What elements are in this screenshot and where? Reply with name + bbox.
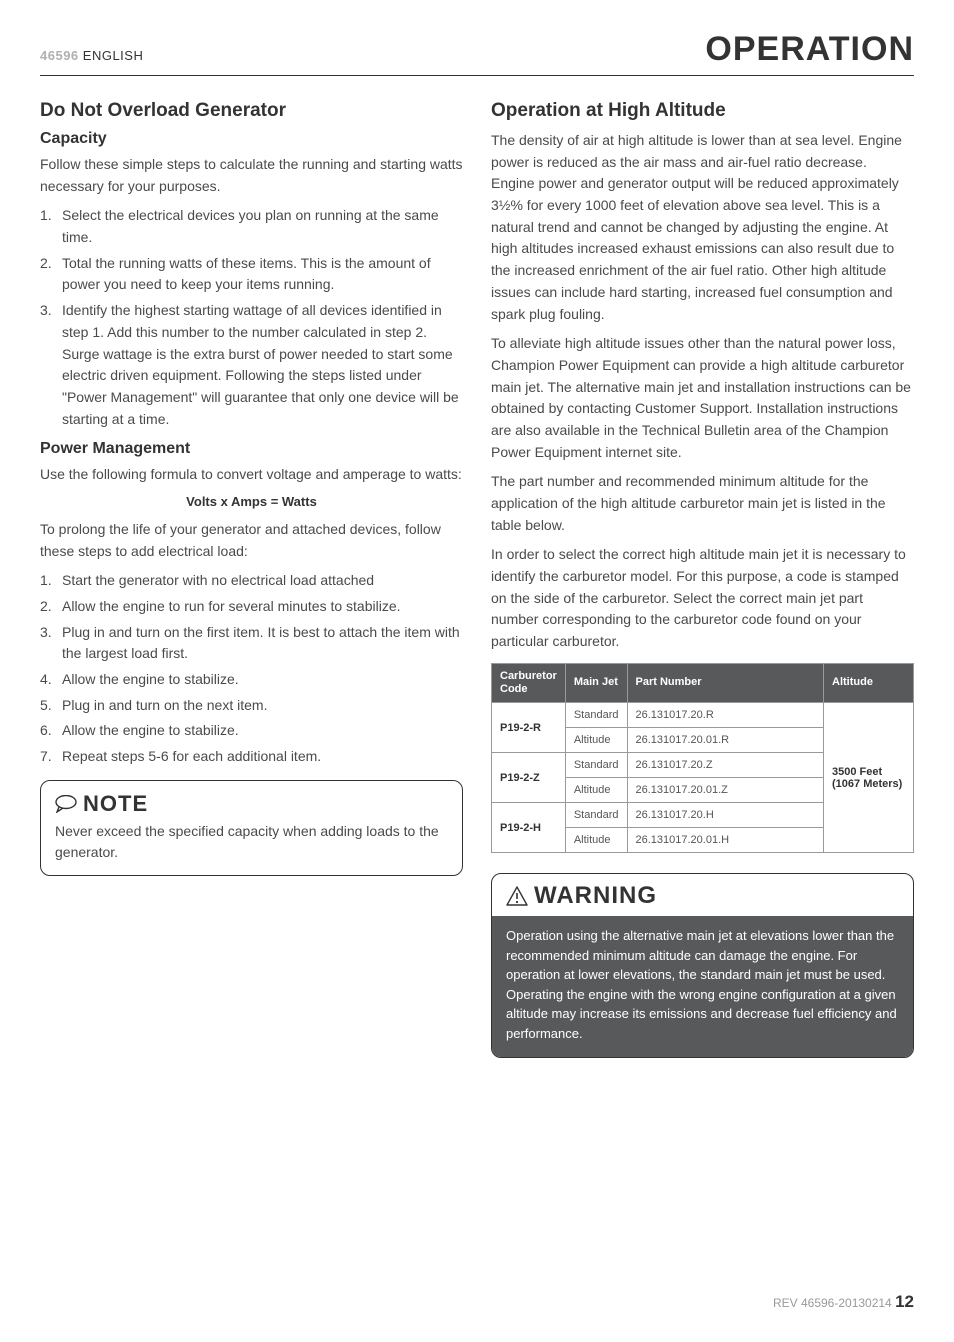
cell-pn: 26.131017.20.01.H [627, 828, 824, 853]
altitude-p1: The density of air at high altitude is l… [491, 130, 914, 325]
cell-code: P19-2-H [492, 803, 566, 853]
th-code: Carburetor Code [492, 663, 566, 702]
heading-capacity: Capacity [40, 130, 463, 148]
header-left: 46596 ENGLISH [40, 48, 143, 63]
note-label: NOTE [83, 791, 148, 817]
heading-do-not-overload: Do Not Overload Generator [40, 100, 463, 122]
list-item: Repeat steps 5-6 for each additional ite… [40, 746, 463, 768]
list-item: Start the generator with no electrical l… [40, 570, 463, 592]
cell-jet: Altitude [565, 728, 627, 753]
page-header: 46596 ENGLISH OPERATION [40, 30, 914, 76]
product-code: 46596 [40, 48, 79, 63]
cell-altitude: 3500 Feet (1067 Meters) [824, 703, 914, 853]
list-item: Identify the highest starting wattage of… [40, 300, 463, 430]
carburetor-table: Carburetor Code Main Jet Part Number Alt… [491, 663, 914, 853]
rev-label: REV 46596-20130214 [773, 1296, 892, 1310]
list-item: Plug in and turn on the next item. [40, 695, 463, 717]
page-number: 12 [895, 1292, 914, 1311]
th-altitude: Altitude [824, 663, 914, 702]
power-intro2: To prolong the life of your generator an… [40, 519, 463, 562]
note-title: NOTE [55, 791, 448, 817]
list-item: Select the electrical devices you plan o… [40, 205, 463, 248]
capacity-steps: Select the electrical devices you plan o… [40, 205, 463, 430]
left-column: Do Not Overload Generator Capacity Follo… [40, 96, 463, 1058]
note-box: NOTE Never exceed the specified capacity… [40, 780, 463, 876]
cell-jet: Altitude [565, 778, 627, 803]
page-footer: REV 46596-20130214 12 [773, 1292, 914, 1312]
warning-title: WARNING [492, 874, 913, 916]
formula: Volts x Amps = Watts [40, 494, 463, 509]
language-label: ENGLISH [83, 48, 144, 63]
cell-pn: 26.131017.20.01.R [627, 728, 824, 753]
list-item: Allow the engine to stabilize. [40, 720, 463, 742]
list-item: Allow the engine to run for several minu… [40, 596, 463, 618]
altitude-p2: To alleviate high altitude issues other … [491, 333, 914, 463]
note-icon [55, 795, 77, 813]
cell-pn: 26.131017.20.R [627, 703, 824, 728]
warning-icon [506, 886, 528, 906]
cell-code: P19-2-R [492, 703, 566, 753]
cell-pn: 26.131017.20.01.Z [627, 778, 824, 803]
cell-jet: Standard [565, 803, 627, 828]
heading-power-management: Power Management [40, 440, 463, 458]
list-item: Plug in and turn on the first item. It i… [40, 622, 463, 665]
content-columns: Do Not Overload Generator Capacity Follo… [40, 96, 914, 1058]
cell-pn: 26.131017.20.H [627, 803, 824, 828]
section-title: OPERATION [705, 30, 914, 69]
cell-jet: Standard [565, 753, 627, 778]
th-partnumber: Part Number [627, 663, 824, 702]
power-steps: Start the generator with no electrical l… [40, 570, 463, 768]
altitude-p4: In order to select the correct high alti… [491, 544, 914, 652]
list-item: Total the running watts of these items. … [40, 253, 463, 296]
warning-label: WARNING [534, 882, 657, 910]
heading-high-altitude: Operation at High Altitude [491, 100, 914, 122]
cell-pn: 26.131017.20.Z [627, 753, 824, 778]
note-text: Never exceed the specified capacity when… [55, 821, 448, 863]
th-mainjet: Main Jet [565, 663, 627, 702]
cell-jet: Altitude [565, 828, 627, 853]
capacity-intro: Follow these simple steps to calculate t… [40, 154, 463, 197]
list-item: Allow the engine to stabilize. [40, 669, 463, 691]
right-column: Operation at High Altitude The density o… [491, 96, 914, 1058]
altitude-p3: The part number and recommended minimum … [491, 471, 914, 536]
warning-text: Operation using the alternative main jet… [492, 916, 913, 1057]
cell-jet: Standard [565, 703, 627, 728]
warning-box: WARNING Operation using the alternative … [491, 873, 914, 1058]
cell-code: P19-2-Z [492, 753, 566, 803]
power-intro: Use the following formula to convert vol… [40, 464, 463, 486]
